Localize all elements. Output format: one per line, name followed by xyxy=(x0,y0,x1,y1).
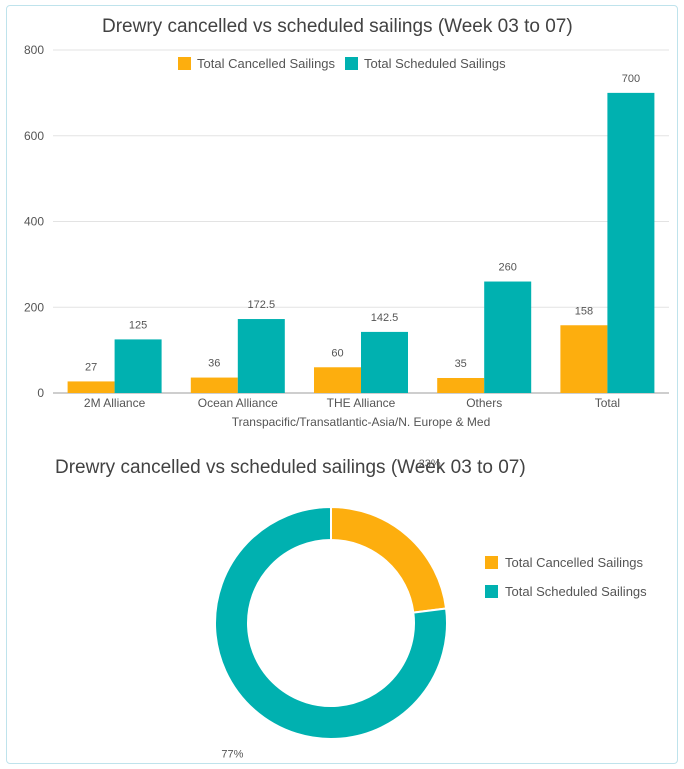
data-label: 158 xyxy=(575,305,593,317)
data-label: 60 xyxy=(331,347,343,359)
bar-cancelled xyxy=(314,367,361,393)
y-tick-label: 800 xyxy=(24,43,44,57)
bar-scheduled xyxy=(484,281,532,393)
bar-scheduled xyxy=(114,339,162,393)
bar-scheduled xyxy=(237,319,285,393)
legend-label: Total Cancelled Sailings xyxy=(505,555,644,570)
x-axis-title: Transpacific/Transatlantic-Asia/N. Europ… xyxy=(232,415,491,429)
bar-scheduled xyxy=(607,92,655,393)
x-tick-label: THE Alliance xyxy=(327,396,396,410)
legend-swatch xyxy=(345,57,358,70)
pie-chart-title: Drewry cancelled vs scheduled sailings (… xyxy=(55,457,526,478)
x-tick-label: Ocean Alliance xyxy=(198,396,278,410)
bar-cancelled xyxy=(437,377,485,393)
bar-cancelled xyxy=(190,377,238,393)
legend-swatch xyxy=(485,585,498,598)
y-tick-label: 0 xyxy=(37,386,44,400)
pie-slice-cancelled xyxy=(330,505,448,614)
data-label: 36 xyxy=(208,358,220,370)
pie-label: 77% xyxy=(221,749,243,761)
bar-cancelled xyxy=(67,381,115,393)
data-label: 142.5 xyxy=(371,312,399,324)
legend-label: Total Scheduled Sailings xyxy=(505,584,647,599)
bar-cancelled xyxy=(560,325,608,393)
bar-scheduled xyxy=(361,331,408,393)
legend-label: Total Scheduled Sailings xyxy=(364,56,506,71)
data-label: 125 xyxy=(129,319,147,331)
legend-label: Total Cancelled Sailings xyxy=(197,56,336,71)
legend-swatch xyxy=(485,556,498,569)
x-tick-label: Others xyxy=(466,396,502,410)
x-tick-label: 2M Alliance xyxy=(84,396,146,410)
data-label: 700 xyxy=(622,73,640,85)
x-tick-label: Total xyxy=(595,396,620,410)
data-label: 35 xyxy=(455,358,467,370)
data-label: 260 xyxy=(499,262,517,274)
y-tick-label: 400 xyxy=(24,215,44,229)
legend-swatch xyxy=(178,57,191,70)
y-tick-label: 200 xyxy=(24,300,44,314)
pie-slice-scheduled xyxy=(214,505,448,740)
bar-chart-title: Drewry cancelled vs scheduled sailings (… xyxy=(102,16,573,37)
data-label: 172.5 xyxy=(248,299,276,311)
pie-label: 23% xyxy=(419,458,441,470)
y-tick-label: 600 xyxy=(24,129,44,143)
data-label: 27 xyxy=(85,361,97,373)
